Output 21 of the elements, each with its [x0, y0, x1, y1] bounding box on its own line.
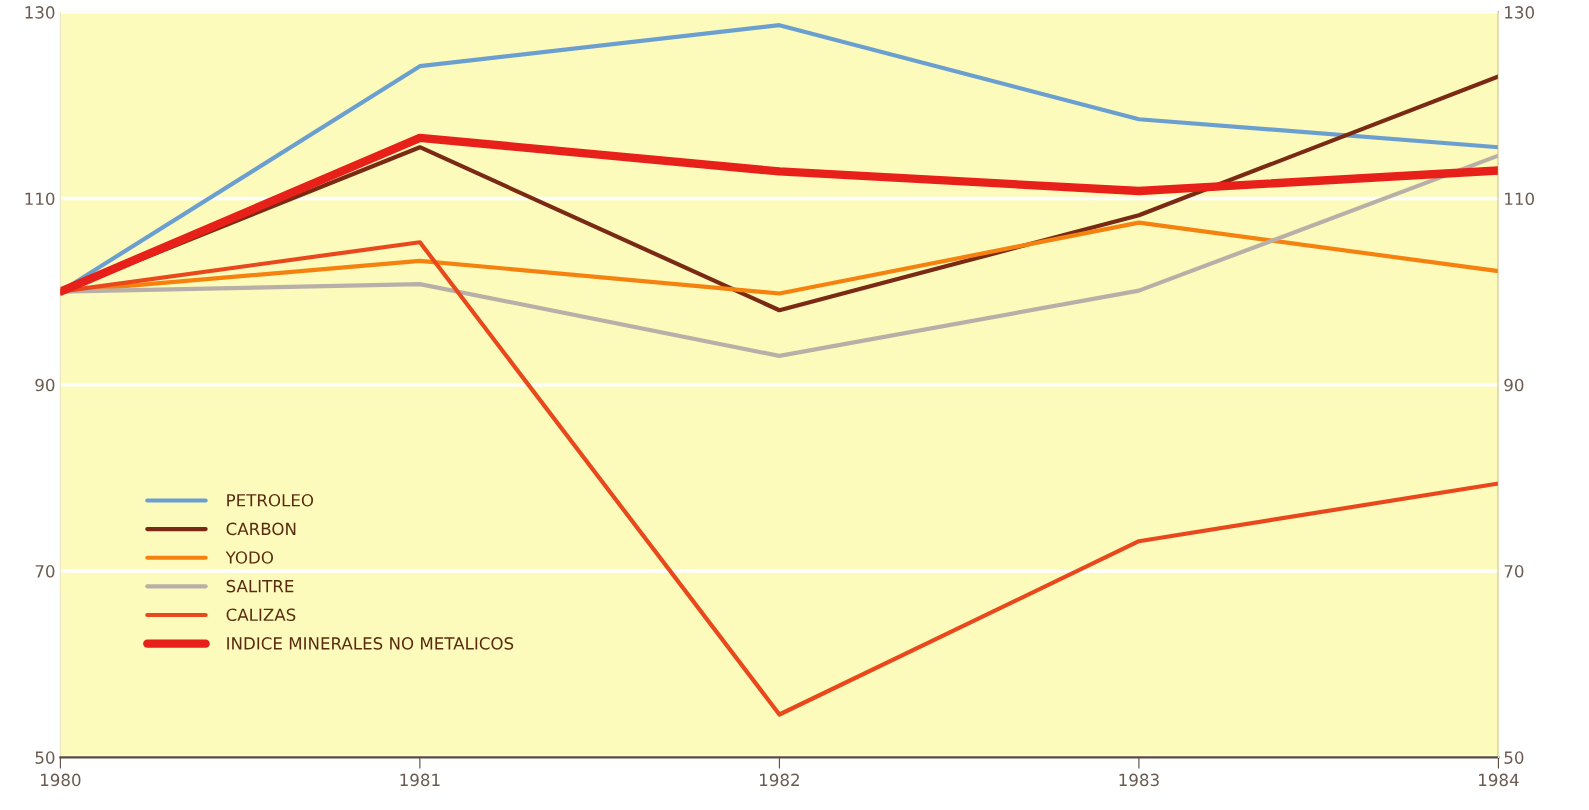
- y-tick-label: 70: [35, 565, 55, 578]
- y-tick-label: 50: [35, 751, 55, 764]
- y-tick-label: 130: [25, 6, 55, 19]
- legend-label: SALITRE: [226, 579, 294, 593]
- y-tick-label: 110: [25, 192, 55, 206]
- x-tick-label: 1984: [1479, 773, 1519, 787]
- y-tick-label: 90: [35, 378, 55, 392]
- legend-label: CALIZAS: [226, 608, 296, 622]
- x-tick-label: 1982: [760, 773, 799, 787]
- x-tick-label: 1983: [1119, 773, 1159, 787]
- y2-tick-label: 70: [1504, 565, 1524, 578]
- x-tick-label: 1981: [400, 773, 440, 787]
- y2-tick-label: 90: [1504, 378, 1524, 392]
- legend-label: INDICE MINERALES NO METALICOS: [227, 637, 514, 650]
- y2-tick-label: 50: [1504, 751, 1524, 764]
- legend-label: YODO: [225, 551, 274, 564]
- y2-tick-label: 130: [1505, 6, 1534, 19]
- legend-label: PETROLEO: [227, 493, 314, 507]
- y2-tick-label: 110: [1505, 192, 1534, 206]
- x-tick-label: 1980: [41, 773, 81, 787]
- legend-label: CARBON: [226, 522, 296, 536]
